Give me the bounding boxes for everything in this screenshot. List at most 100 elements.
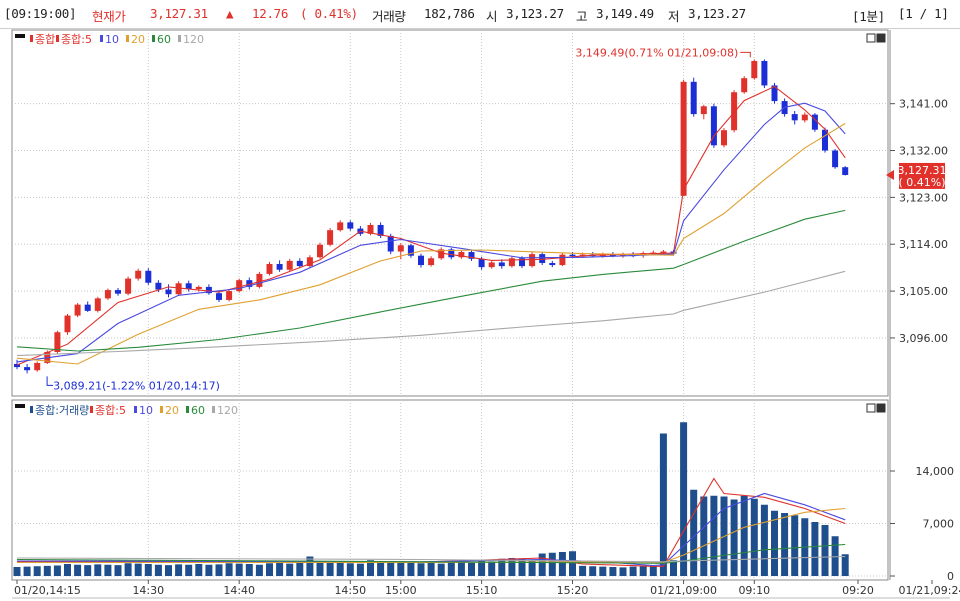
volume-value: 182,786 bbox=[424, 6, 475, 21]
candle-body bbox=[428, 258, 435, 266]
volume-bar bbox=[175, 564, 183, 576]
candle-body bbox=[306, 257, 313, 267]
volume-bar bbox=[569, 551, 576, 576]
x-tick-label: 14:40 bbox=[223, 584, 255, 597]
x-tick-label: 15:00 bbox=[385, 584, 417, 597]
candle-body bbox=[660, 251, 667, 254]
volume-bar bbox=[94, 564, 102, 576]
volume-bar bbox=[589, 566, 597, 576]
volume-bar bbox=[740, 495, 748, 576]
volume-bar bbox=[326, 562, 334, 576]
volume-bar bbox=[205, 564, 213, 576]
current-price: 3,127.31 bbox=[150, 6, 208, 21]
current-price-marker-icon bbox=[886, 169, 894, 180]
candle-body bbox=[448, 249, 455, 258]
candle-body bbox=[34, 362, 41, 371]
volume-bar bbox=[700, 496, 708, 576]
candle-body bbox=[54, 332, 61, 352]
volume-bar bbox=[154, 564, 162, 576]
candle-body bbox=[710, 106, 717, 146]
volume-bar bbox=[639, 565, 647, 576]
candle-body bbox=[276, 264, 283, 270]
volume-bar bbox=[255, 564, 263, 576]
candle-body bbox=[751, 60, 758, 79]
price-legend-swatch bbox=[178, 35, 181, 42]
volume-bar bbox=[346, 563, 354, 576]
volume-legend-swatch bbox=[30, 406, 33, 413]
candle-body bbox=[609, 254, 616, 257]
candle-body bbox=[327, 230, 334, 245]
price-legend-label: 10 bbox=[105, 33, 119, 46]
volume-legend-swatch bbox=[90, 406, 93, 413]
candle-body bbox=[377, 224, 384, 236]
volume-bar bbox=[407, 562, 415, 576]
price-legend-swatch bbox=[126, 35, 129, 42]
volume-bar bbox=[649, 566, 657, 576]
candle-body bbox=[690, 81, 697, 115]
candle-body bbox=[286, 260, 293, 270]
price-panel-close-icon[interactable] bbox=[876, 33, 886, 43]
volume-ma120-line bbox=[16, 555, 846, 563]
price-ma10-line bbox=[16, 102, 846, 363]
price-change: 12.76 bbox=[252, 6, 289, 21]
volume-bar bbox=[296, 562, 304, 576]
x-tick-label: 01/21,09:00 bbox=[650, 584, 717, 597]
volume-bar bbox=[23, 566, 31, 576]
volume-bar bbox=[74, 564, 82, 576]
volume-bar bbox=[336, 562, 344, 576]
volume-bar bbox=[387, 562, 395, 576]
volume-bar bbox=[377, 562, 385, 576]
price-tick-label: 3,132.00 bbox=[899, 145, 948, 158]
candle-body bbox=[185, 283, 192, 290]
candle-body bbox=[135, 270, 142, 279]
volume-legend-label: 60 bbox=[191, 404, 205, 417]
volume-bar bbox=[356, 563, 364, 576]
volume-bar bbox=[397, 561, 405, 576]
price-legend-swatch bbox=[152, 35, 155, 42]
volume-panel-close-icon[interactable] bbox=[876, 403, 886, 413]
candle-body bbox=[731, 92, 738, 131]
x-tick-label: 09:10 bbox=[738, 584, 770, 597]
candle-body bbox=[700, 106, 707, 115]
candle-body bbox=[296, 260, 303, 267]
x-tick-label: 15:10 bbox=[466, 584, 498, 597]
volume-bar bbox=[286, 563, 294, 576]
candle-body bbox=[519, 258, 525, 267]
volume-bar bbox=[599, 566, 607, 576]
volume-bar bbox=[276, 562, 284, 576]
page-indicator[interactable]: [1 / 1] bbox=[898, 6, 949, 21]
volume-bar bbox=[417, 563, 425, 576]
volume-bar bbox=[791, 515, 799, 576]
candle-body bbox=[216, 293, 222, 300]
candle-body bbox=[407, 245, 414, 256]
interval-selector[interactable]: [1분] bbox=[852, 9, 885, 24]
candle-body bbox=[478, 258, 485, 268]
candle-body bbox=[791, 114, 798, 121]
volume-bar bbox=[306, 556, 314, 576]
volume-bar bbox=[821, 525, 829, 576]
price-legend-swatch bbox=[30, 35, 33, 42]
volume-bar bbox=[518, 558, 526, 576]
volume-panel-maximize-icon[interactable] bbox=[866, 403, 876, 413]
price-panel-maximize-icon[interactable] bbox=[866, 33, 876, 43]
volume-bar bbox=[185, 564, 193, 576]
x-tick-label: 14:50 bbox=[334, 584, 366, 597]
candle-body bbox=[155, 282, 162, 290]
volume-bar bbox=[619, 567, 627, 576]
volume-bar bbox=[508, 558, 516, 576]
candle-body bbox=[579, 254, 586, 257]
volume-bar bbox=[468, 562, 475, 576]
volume-legend-label: 10 bbox=[139, 404, 153, 417]
candle-body bbox=[165, 289, 172, 295]
price-tick-label: 3,105.00 bbox=[899, 285, 948, 298]
candle-body bbox=[104, 290, 111, 299]
candle-body bbox=[801, 114, 808, 121]
volume-bar bbox=[478, 561, 486, 576]
volume-bar bbox=[215, 564, 223, 576]
candle-body bbox=[145, 270, 152, 283]
volume-bar bbox=[680, 422, 688, 576]
candle-body bbox=[721, 130, 727, 146]
candle-body bbox=[832, 150, 839, 168]
price-ma5-line bbox=[16, 85, 846, 366]
volume-bar bbox=[245, 564, 253, 576]
